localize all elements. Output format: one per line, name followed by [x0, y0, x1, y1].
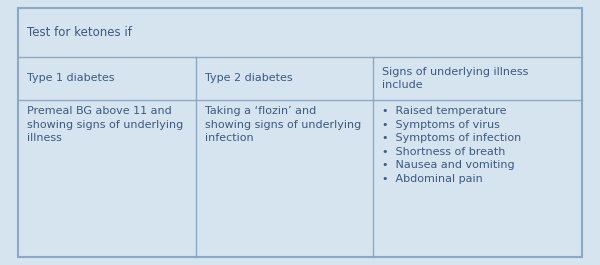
- Text: Type 1 diabetes: Type 1 diabetes: [27, 73, 115, 83]
- Text: •  Raised temperature
•  Symptoms of virus
•  Symptoms of infection
•  Shortness: • Raised temperature • Symptoms of virus…: [382, 106, 521, 184]
- Text: Test for ketones if: Test for ketones if: [27, 26, 132, 39]
- Text: Premeal BG above 11 and
showing signs of underlying
illness: Premeal BG above 11 and showing signs of…: [27, 106, 183, 143]
- Text: Signs of underlying illness
include: Signs of underlying illness include: [382, 67, 529, 90]
- Text: Taking a ‘flozin’ and
showing signs of underlying
infection: Taking a ‘flozin’ and showing signs of u…: [205, 106, 361, 143]
- Text: Type 2 diabetes: Type 2 diabetes: [205, 73, 292, 83]
